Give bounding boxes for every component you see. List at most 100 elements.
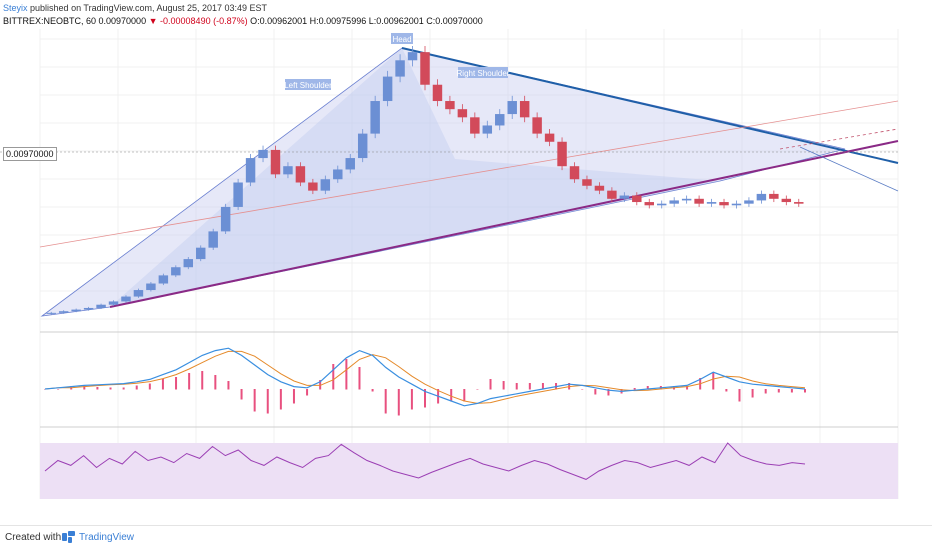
- candle-body: [382, 76, 393, 102]
- rsi-group: [44, 442, 806, 480]
- candle-body: [470, 117, 480, 134]
- macd-histogram-bar: [476, 389, 479, 390]
- candle-body: [557, 141, 567, 167]
- candle-body: [445, 101, 455, 110]
- candle-body: [295, 166, 306, 183]
- price-change: -0.00008490 (-0.87%): [160, 16, 248, 26]
- macd-histogram-bar: [109, 387, 112, 390]
- candle-body: [582, 179, 592, 186]
- candle-body: [83, 307, 94, 310]
- publish-info: published on TradingView.com, August 25,…: [30, 3, 268, 13]
- candle-body: [669, 200, 679, 204]
- macd-histogram-bar: [148, 383, 151, 390]
- candle-body: [71, 309, 81, 312]
- head-label-bg[interactable]: [391, 33, 413, 44]
- candle-body: [482, 125, 493, 134]
- macd-histogram-bar: [214, 375, 217, 390]
- candle-body: [519, 101, 530, 118]
- candle-body: [208, 231, 218, 248]
- macd-histogram-bar: [424, 389, 426, 408]
- macd-histogram-bar: [594, 389, 597, 395]
- macd-histogram-bar: [175, 377, 178, 390]
- macd-histogram-bar: [397, 389, 400, 416]
- candle-body: [781, 198, 792, 203]
- macd-histogram-bar: [319, 380, 322, 390]
- macd-histogram-bar: [725, 389, 728, 392]
- candle-body: [46, 312, 56, 314]
- macd-histogram-bar: [515, 383, 518, 390]
- chart-area[interactable]: Head Left Shoulder Right Shoulder 0.0097…: [0, 29, 932, 525]
- symbol-legend: BITTREX:NEOBTC, 60 0.00970000 ▼ -0.00008…: [3, 16, 483, 26]
- candle-body: [220, 206, 231, 232]
- left-shoulder-label: Left Shoulder: [284, 81, 332, 90]
- candles-group[interactable]: [46, 45, 804, 315]
- macd-histogram-bar: [57, 389, 60, 390]
- candle-body: [744, 200, 754, 204]
- macd-histogram-bar: [306, 389, 309, 396]
- macd-histogram-bar: [712, 372, 715, 390]
- rsi-line: [44, 442, 806, 480]
- candle-body: [619, 195, 630, 199]
- candle-body: [544, 133, 555, 142]
- macd-histogram-bar: [804, 389, 806, 393]
- left-shoulder-label-bg[interactable]: [285, 79, 331, 90]
- pattern-fill: [110, 48, 720, 307]
- author-link[interactable]: Steyix: [3, 3, 28, 13]
- footer: Created with TradingView: [0, 525, 932, 550]
- macd-histogram-bar: [135, 385, 138, 390]
- candle-body: [407, 52, 418, 61]
- candle-body: [270, 149, 281, 175]
- candle-body: [656, 203, 667, 206]
- candle-body: [632, 195, 642, 203]
- macd-histogram-bar: [358, 367, 361, 390]
- candle-body: [395, 60, 405, 77]
- created-with-label: Created with: [5, 532, 62, 543]
- candle-body: [495, 114, 505, 126]
- last-price-badge: 0.00970000: [3, 147, 57, 161]
- candle-body: [794, 202, 804, 204]
- trendline-dashed[interactable]: [779, 128, 899, 150]
- candle-body: [532, 117, 542, 134]
- trendline-red[interactable]: [39, 100, 899, 248]
- down-arrow-icon: ▼: [148, 16, 158, 26]
- candle-body: [183, 259, 194, 268]
- candle-body: [457, 109, 468, 118]
- candle-body: [694, 198, 704, 204]
- macd-histogram-bar: [738, 389, 741, 402]
- macd-histogram-bar: [188, 373, 191, 390]
- candle-body: [607, 190, 617, 199]
- candle-body: [108, 301, 119, 305]
- macd-signal-line: [44, 350, 806, 404]
- macd-histogram-bar: [450, 389, 453, 402]
- candle-body: [432, 84, 443, 102]
- trendline-thin[interactable]: [799, 146, 899, 192]
- right-shoulder-label-bg[interactable]: [458, 67, 508, 78]
- macd-group: [44, 347, 806, 416]
- candle-body: [196, 247, 206, 260]
- macd-histogram-bar: [332, 364, 335, 390]
- tradingview-brand: TradingView: [79, 531, 135, 543]
- macd-histogram-bar: [96, 387, 99, 390]
- candle-body: [121, 296, 131, 302]
- candle-body: [420, 52, 430, 85]
- candle-body: [594, 185, 605, 191]
- candle-body: [171, 267, 181, 276]
- trendline-lower[interactable]: [109, 140, 899, 308]
- macd-histogram-bar: [646, 386, 649, 390]
- macd-histogram-bar: [83, 386, 86, 390]
- macd-histogram-bar: [633, 388, 636, 390]
- macd-histogram-bar: [581, 389, 584, 390]
- symbol-and-last: BITTREX:NEOBTC, 60 0.00970000: [3, 16, 147, 26]
- macd-histogram-bar: [686, 386, 689, 390]
- macd-histogram-bar: [292, 389, 295, 404]
- candle-body: [146, 283, 156, 291]
- macd-histogram-bar: [764, 389, 767, 394]
- candle-body: [283, 166, 293, 175]
- candle-body: [158, 275, 169, 284]
- macd-histogram-bar: [528, 383, 531, 390]
- macd-histogram-bar: [489, 379, 492, 390]
- macd-histogram-bar: [777, 389, 780, 393]
- candle-body: [706, 202, 717, 204]
- chart-canvas[interactable]: Head Left Shoulder Right Shoulder: [0, 29, 932, 525]
- tradingview-link[interactable]: TradingView: [62, 531, 134, 543]
